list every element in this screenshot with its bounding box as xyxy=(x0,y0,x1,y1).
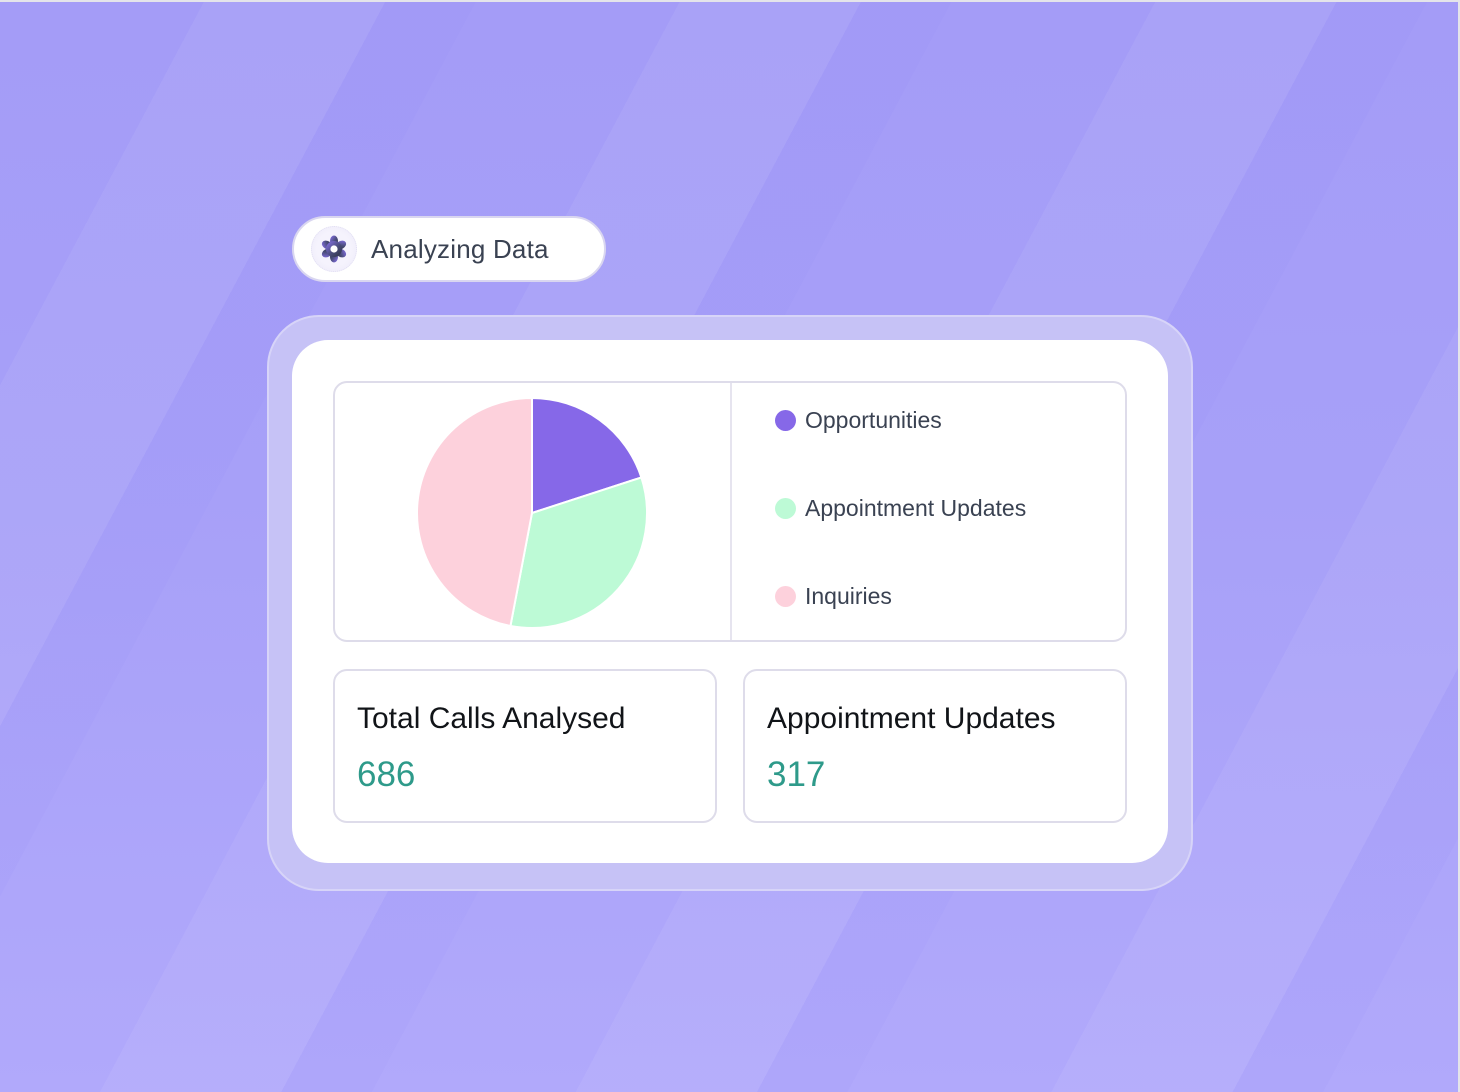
legend-item-appointment-updates: Appointment Updates xyxy=(775,495,1026,521)
stat-value: 317 xyxy=(767,755,826,794)
pie-slice-appointment-updates xyxy=(509,476,648,629)
status-label: Analyzing Data xyxy=(371,233,549,264)
legend-dot-icon xyxy=(775,585,796,607)
stat-card-appointment-updates: Appointment Updates 317 xyxy=(743,669,1127,823)
pie-slice-opportunities xyxy=(531,396,643,515)
legend-dot-icon xyxy=(775,497,796,519)
pie-chart xyxy=(415,396,649,630)
legend-label: Opportunities xyxy=(805,406,942,433)
legend-item-opportunities: Opportunities xyxy=(775,407,1026,433)
pie-slice-inquiries xyxy=(416,396,533,628)
legend-dot-icon xyxy=(775,409,796,431)
stat-card-total-calls: Total Calls Analysed 686 xyxy=(333,669,717,823)
analyzing-status-pill: Analyzing Data xyxy=(292,216,606,282)
chart-divider xyxy=(730,383,732,640)
legend-label: Appointment Updates xyxy=(805,494,1027,521)
legend-item-inquiries: Inquiries xyxy=(775,583,1026,609)
stat-value: 686 xyxy=(357,755,416,794)
stat-title: Total Calls Analysed xyxy=(357,702,626,735)
pie-chart-panel: Opportunities Appointment Updates Inquir… xyxy=(333,381,1127,642)
legend-label: Inquiries xyxy=(805,582,892,609)
chart-legend: Opportunities Appointment Updates Inquir… xyxy=(775,407,1026,609)
stat-title: Appointment Updates xyxy=(767,702,1056,735)
loading-gear-icon xyxy=(311,226,357,272)
